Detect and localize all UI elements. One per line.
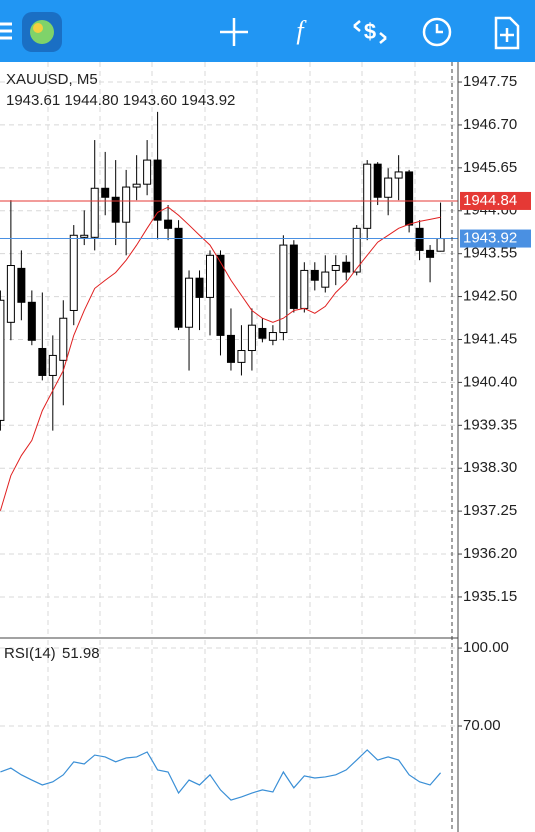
candle-body — [80, 234, 89, 238]
rsi-line — [0, 749, 442, 801]
candle-body — [279, 244, 288, 334]
candle-body — [164, 219, 173, 229]
candle-body — [352, 227, 361, 273]
indicators-button[interactable]: f — [296, 16, 307, 45]
y-tick-label: 1945.65 — [463, 159, 517, 176]
app-logo — [22, 12, 62, 52]
y-tick-label: 70.00 — [463, 717, 501, 734]
toolbar — [0, 0, 535, 62]
candle-body — [17, 267, 26, 303]
candle-body — [226, 334, 235, 363]
y-tick-label: 1943.55 — [463, 245, 517, 262]
candle-body — [363, 163, 372, 229]
rsi-title: RSI(14) — [4, 645, 56, 662]
candle-body — [216, 254, 225, 336]
candle-body — [237, 350, 246, 363]
plot: 1947.751946.701945.651944.601943.551942.… — [0, 62, 517, 832]
candle-body — [258, 327, 267, 339]
candle-body — [195, 277, 204, 298]
candle-body — [38, 347, 47, 376]
y-tick-label: 1941.45 — [463, 330, 517, 347]
price-label: 1944.84 — [463, 192, 517, 209]
candle-body — [59, 317, 68, 361]
ohlc-info: 1943.61 1944.80 1943.60 1943.92 — [6, 92, 235, 109]
candle-body — [101, 187, 110, 198]
price-label: 1943.92 — [463, 230, 517, 247]
candle-body — [27, 301, 36, 341]
y-tick-label: 1946.70 — [463, 116, 517, 133]
y-tick-label: 1938.30 — [463, 459, 517, 476]
candle-body — [331, 265, 340, 271]
y-tick-label: 1942.50 — [463, 288, 517, 305]
moving-average — [0, 206, 441, 511]
candle-body — [342, 261, 351, 273]
candle-body — [206, 254, 214, 298]
y-tick-label: 1947.75 — [463, 73, 517, 90]
candle-body — [111, 196, 120, 223]
candle-body — [405, 171, 414, 226]
y-tick-label: 100.00 — [463, 639, 509, 656]
candle-body — [143, 159, 152, 185]
y-tick-label: 1937.25 — [463, 502, 517, 519]
y-tick-label: 1935.15 — [463, 588, 517, 605]
candle-body — [90, 187, 99, 238]
candle-body — [122, 186, 131, 223]
candle-body — [153, 159, 162, 221]
candle-body — [373, 163, 382, 198]
menu-button[interactable] — [0, 22, 12, 40]
new-order-button[interactable] — [494, 16, 520, 50]
candle-body — [174, 227, 183, 328]
candle-body — [69, 234, 78, 311]
svg-text:$: $ — [364, 19, 376, 44]
candle-body — [268, 332, 277, 341]
candle-body — [384, 177, 393, 198]
candle-body — [415, 227, 424, 251]
price-label-box — [460, 191, 531, 210]
candle-body — [247, 324, 256, 352]
candle-body — [310, 269, 319, 281]
candle-body — [48, 354, 57, 376]
crosshair-button[interactable] — [220, 18, 248, 46]
trade-button[interactable]: $ — [353, 19, 387, 44]
candle-body — [436, 238, 445, 252]
y-tick-label: 1936.20 — [463, 545, 517, 562]
candle-body — [321, 271, 330, 288]
rsi-value: 51.98 — [62, 645, 100, 662]
candle-body — [185, 277, 194, 328]
candle-body — [132, 183, 141, 188]
y-tick-label: 1939.35 — [463, 416, 517, 433]
price-label-box — [460, 229, 531, 248]
candle-body — [394, 171, 403, 179]
symbol-title: XAUUSD, M5 — [6, 71, 98, 88]
candle-body — [6, 265, 15, 323]
candle-body — [300, 269, 309, 309]
candle-body — [426, 249, 435, 258]
candle-body — [289, 244, 298, 309]
candle-body — [0, 299, 5, 421]
period-button[interactable] — [422, 17, 452, 47]
y-tick-label: 1940.40 — [463, 373, 517, 390]
